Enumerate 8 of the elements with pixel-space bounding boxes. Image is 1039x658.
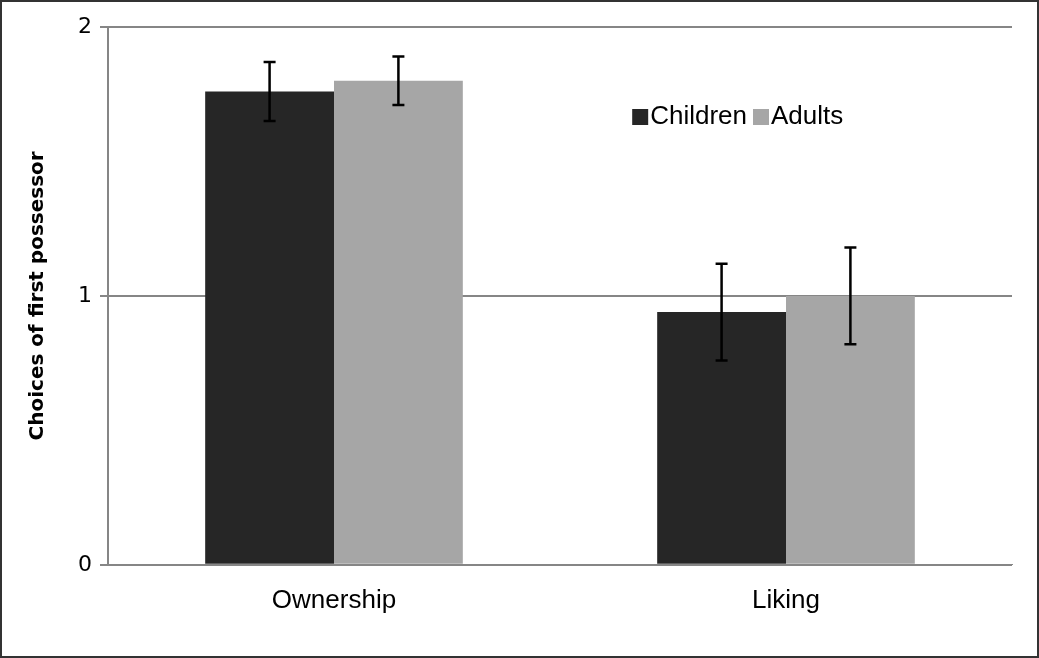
y-tick-label: 1 [78, 281, 92, 307]
legend-label: Adults [771, 100, 844, 131]
x-tick-label: Ownership [271, 583, 397, 614]
y-tick-label: 0 [78, 550, 92, 576]
legend-label: Children [650, 100, 748, 131]
y-tick-label: 2 [78, 12, 92, 38]
x-tick-label: Liking [752, 583, 820, 614]
y-axis-title: Choices of first possessor [24, 151, 49, 441]
